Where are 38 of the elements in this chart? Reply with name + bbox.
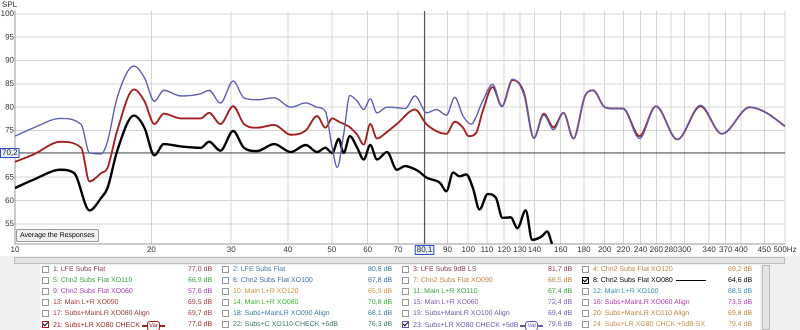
x-tick-label: 140 xyxy=(528,245,542,254)
x-tick-label: 240 xyxy=(634,245,648,254)
y-axis-title: SPL xyxy=(2,0,18,10)
x-tick-label: 130 xyxy=(513,245,528,254)
y-tick-label: 95 xyxy=(5,32,15,42)
y-tick-label: 90 xyxy=(5,56,15,65)
x-tick-label: 100 xyxy=(462,245,476,254)
x-tick-label: 220 xyxy=(616,245,631,254)
y-tick-label: 100 xyxy=(0,9,15,18)
x-tick-label: 280 xyxy=(664,245,678,254)
y-tick-label: 75 xyxy=(5,126,15,135)
x-tick-label: 500Hz xyxy=(773,245,797,254)
x-tick-label: 260 xyxy=(650,245,664,254)
x-tick-label: 40 xyxy=(283,245,293,254)
x-tick-label: 70 xyxy=(394,245,404,254)
ref-line-label: 80,1 xyxy=(416,245,433,254)
x-tick-label: 90 xyxy=(443,245,452,254)
x-tick-label: 300 xyxy=(678,245,692,254)
x-tick-label: 400 xyxy=(734,245,748,254)
y-tick-label: 60 xyxy=(5,196,15,205)
x-tick-label: 110 xyxy=(480,245,494,254)
x-tick-label: 120 xyxy=(497,245,512,254)
x-tick-label: 450 xyxy=(758,245,772,254)
y-tick-label: 55 xyxy=(5,219,15,228)
x-tick-label: 10 xyxy=(10,245,20,254)
x-tick-label: 60 xyxy=(363,245,373,254)
x-tick-label: 30 xyxy=(226,245,236,254)
y-tick-label: 65 xyxy=(5,172,15,182)
y-tick-label: 80 xyxy=(5,102,15,112)
x-tick-label: 180 xyxy=(577,245,592,254)
y-tick-label: 85 xyxy=(5,79,15,88)
x-tick-label: 340 xyxy=(702,245,716,254)
x-tick-label: 370 xyxy=(719,245,733,254)
x-tick-label: 50 xyxy=(327,245,337,254)
x-tick-label: 200 xyxy=(598,245,612,254)
ref-line-label: 70,2 xyxy=(2,148,18,158)
x-tick-label: 20 xyxy=(146,245,156,254)
x-tick-label: 160 xyxy=(554,245,568,254)
